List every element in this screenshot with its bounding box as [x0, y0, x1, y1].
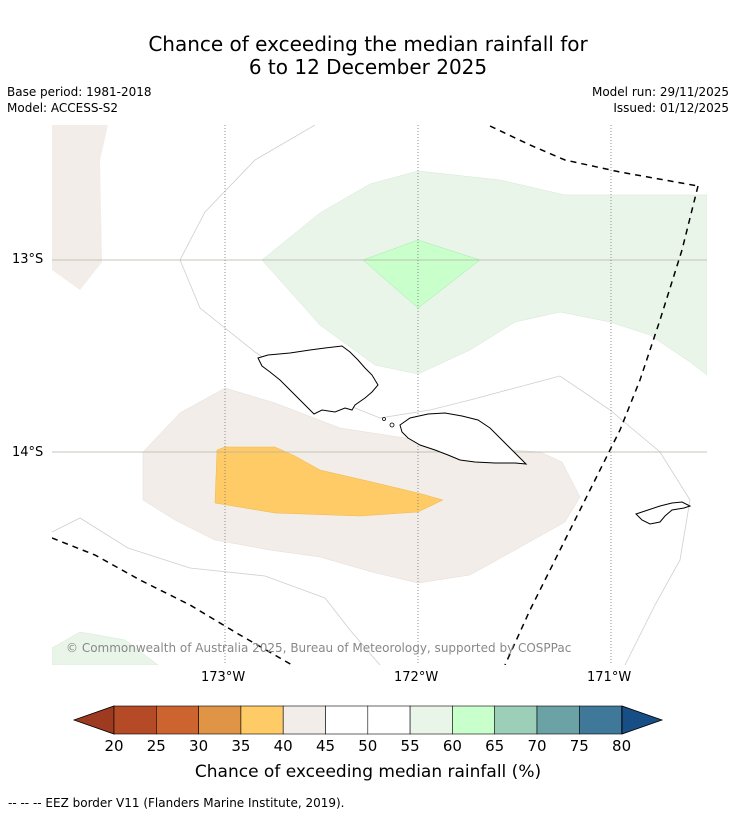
colorbar-label: 30	[189, 737, 209, 755]
colorbar-segment	[494, 705, 538, 735]
colorbar-label: 60	[442, 737, 462, 755]
colorbar-label: 65	[485, 737, 505, 755]
region-55-60	[261, 170, 707, 376]
colorbar-segment	[282, 705, 326, 735]
colorbar-label: 45	[315, 737, 336, 755]
eez-border-left	[52, 537, 293, 665]
colorbar-label: 80	[612, 737, 632, 755]
colorbar-label: 70	[527, 737, 547, 755]
island-tutuila	[635, 501, 692, 525]
island-apolima	[382, 417, 386, 421]
colorbar-segment	[156, 705, 199, 735]
region-40-45-left	[52, 125, 108, 290]
map-area	[52, 125, 707, 665]
colorbar-segments	[113, 705, 622, 735]
lat-label-14s: 14°S	[12, 445, 44, 460]
colorbar-label: 40	[273, 737, 293, 755]
contour-50-line	[179, 125, 691, 665]
colorbar-label: 25	[146, 737, 166, 755]
issued-date: Issued: 01/12/2025	[613, 101, 729, 115]
colorbar-segment	[409, 705, 453, 735]
colorbar-segment	[452, 705, 495, 735]
colorbar-segment	[198, 705, 242, 735]
colorbar-extend-low	[72, 705, 115, 735]
eez-footnote: -- -- -- EEZ border V11 (Flanders Marine…	[8, 796, 345, 810]
lon-label-172w: 172°W	[394, 670, 439, 685]
model-run: Model run: 29/11/2025	[591, 85, 729, 99]
island-savaii	[257, 345, 379, 415]
colorbar-label: 75	[569, 737, 589, 755]
colorbar-segment	[240, 705, 284, 735]
lon-label-171w: 171°W	[587, 670, 632, 685]
lat-label-13s: 13°S	[12, 252, 44, 267]
eez-border-top	[489, 125, 699, 187]
colorbar-label: 20	[104, 737, 124, 755]
island-upolu	[399, 412, 528, 465]
colorbar	[72, 705, 664, 735]
colorbar-segment	[367, 705, 411, 735]
colorbar-label: 55	[400, 737, 420, 755]
colorbar-extend-high	[621, 705, 664, 735]
colorbar-label: 50	[358, 737, 378, 755]
region-35-40	[214, 446, 444, 517]
model-name: Model: ACCESS-S2	[7, 101, 119, 115]
colorbar-segment	[536, 705, 580, 735]
colorbar-segment	[113, 705, 157, 735]
island-manono	[389, 422, 395, 428]
colorbar-label: 35	[231, 737, 251, 755]
region-55-60-bottomleft	[52, 631, 159, 665]
base-period: Base period: 1981-2018	[7, 85, 152, 99]
colorbar-title: Chance of exceeding median rainfall (%)	[194, 762, 542, 782]
copyright-notice: © Commonwealth of Australia 2025, Bureau…	[66, 641, 572, 655]
map-title-line2: 6 to 12 December 2025	[248, 55, 488, 79]
contour-50-lower	[52, 517, 381, 665]
colorbar-segment	[578, 705, 622, 735]
map-title-line1: Chance of exceeding the median rainfall …	[148, 32, 588, 56]
lon-label-173w: 173°W	[201, 670, 246, 685]
colorbar-segment	[325, 705, 369, 735]
eez-border-right	[504, 185, 699, 665]
